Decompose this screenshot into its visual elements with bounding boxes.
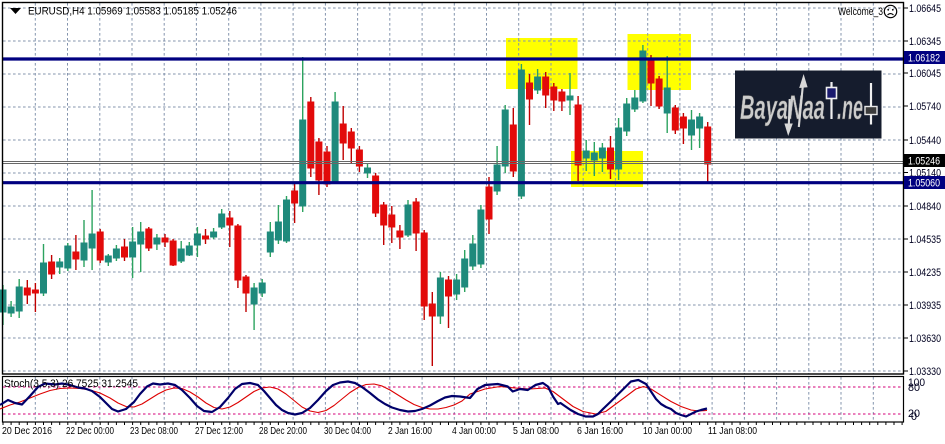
svg-text:1.06182: 1.06182 xyxy=(908,53,940,65)
svg-text:1.05440: 1.05440 xyxy=(909,135,941,147)
svg-text:EURUSD,H4 1.05969 1.05583 1.0: EURUSD,H4 1.05969 1.05583 1.05185 1.0524… xyxy=(28,6,237,18)
svg-text:1.04535: 1.04535 xyxy=(909,234,941,246)
svg-text:22 Dec 00:00: 22 Dec 00:00 xyxy=(66,425,114,437)
svg-text:Welcome_3: Welcome_3 xyxy=(838,6,883,18)
svg-text:30 Dec 04:00: 30 Dec 04:00 xyxy=(324,425,371,437)
svg-text:11 Jan 08:00: 11 Jan 08:00 xyxy=(708,425,757,437)
svg-text:5 Jan 08:00: 5 Jan 08:00 xyxy=(513,425,559,437)
svg-text:2 Jan 16:00: 2 Jan 16:00 xyxy=(388,425,432,437)
svg-text:1.04235: 1.04235 xyxy=(909,267,941,279)
svg-text:1.05740: 1.05740 xyxy=(909,101,941,113)
svg-text:1.06645: 1.06645 xyxy=(909,3,941,15)
svg-text:20 Dec 2016: 20 Dec 2016 xyxy=(2,425,52,437)
svg-text:1.05060: 1.05060 xyxy=(908,178,940,190)
svg-text:28 Dec 20:00: 28 Dec 20:00 xyxy=(259,425,307,437)
svg-text:100: 100 xyxy=(908,377,925,389)
svg-text:BayaNaa: BayaNaa xyxy=(740,89,825,127)
svg-text:1.03630: 1.03630 xyxy=(909,333,941,345)
svg-text:10 Jan 00:00: 10 Jan 00:00 xyxy=(643,425,692,437)
svg-text:Stoch(3,5,3) 26.7525 31.2545: Stoch(3,5,3) 26.7525 31.2545 xyxy=(4,378,138,390)
svg-text:4 Jan 00:00: 4 Jan 00:00 xyxy=(452,425,496,437)
svg-text:.ne: .ne xyxy=(837,89,863,127)
svg-text:0: 0 xyxy=(911,411,917,423)
svg-text:1.05246: 1.05246 xyxy=(908,156,940,168)
svg-text:1.06345: 1.06345 xyxy=(909,36,941,48)
svg-text:1.06045: 1.06045 xyxy=(909,68,941,80)
svg-text:1.04840: 1.04840 xyxy=(909,201,941,213)
svg-text:20: 20 xyxy=(908,408,920,420)
svg-text:1.03935: 1.03935 xyxy=(909,300,941,312)
svg-text:1.03330: 1.03330 xyxy=(909,366,941,378)
svg-text:27 Dec 12:00: 27 Dec 12:00 xyxy=(195,425,243,437)
svg-text:6 Jan 16:00: 6 Jan 16:00 xyxy=(577,425,623,437)
svg-text:80: 80 xyxy=(908,382,920,394)
svg-text:23 Dec 08:00: 23 Dec 08:00 xyxy=(130,425,178,437)
